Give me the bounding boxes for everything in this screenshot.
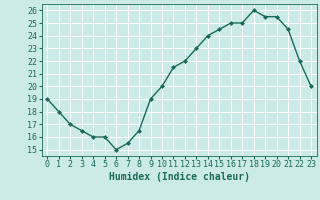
X-axis label: Humidex (Indice chaleur): Humidex (Indice chaleur) [109, 172, 250, 182]
